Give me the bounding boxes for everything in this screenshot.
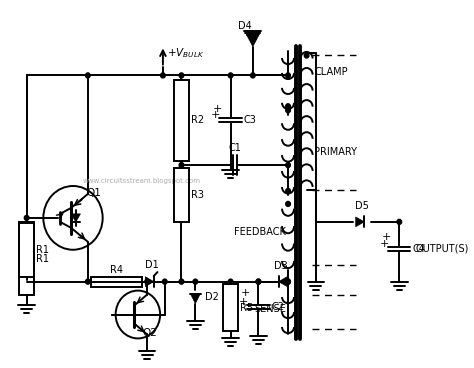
Text: CLAMP: CLAMP [314, 67, 347, 77]
Text: R1: R1 [36, 254, 49, 264]
Text: C4: C4 [412, 244, 425, 254]
Circle shape [286, 104, 291, 109]
Polygon shape [246, 33, 260, 46]
Text: FEEDBACK: FEEDBACK [234, 227, 286, 237]
Circle shape [179, 279, 184, 284]
Circle shape [85, 279, 90, 284]
Polygon shape [279, 277, 287, 287]
Polygon shape [71, 214, 81, 222]
Circle shape [286, 201, 291, 206]
Circle shape [256, 279, 261, 284]
Text: Q1: Q1 [86, 188, 101, 198]
Bar [223, 284, 238, 331]
Circle shape [286, 188, 291, 194]
Bar [91, 277, 142, 287]
Text: +: + [239, 297, 248, 307]
Text: +: + [382, 232, 391, 242]
Text: C1: C1 [228, 143, 241, 153]
Text: OUTPUT(S): OUTPUT(S) [416, 244, 469, 254]
Text: +: + [213, 104, 222, 114]
Text: D5: D5 [356, 201, 369, 211]
Text: C2: C2 [272, 301, 284, 312]
Circle shape [228, 73, 233, 78]
Text: $+V_{BULK}$: $+V_{BULK}$ [167, 47, 204, 60]
Bar [19, 223, 34, 277]
Circle shape [286, 163, 291, 167]
Text: +: + [211, 110, 220, 120]
Circle shape [397, 219, 401, 224]
Text: D3: D3 [274, 261, 288, 271]
Circle shape [286, 279, 291, 284]
Circle shape [179, 163, 184, 167]
Text: R4: R4 [109, 265, 123, 275]
Circle shape [286, 73, 291, 78]
Text: +: + [241, 287, 250, 298]
Circle shape [251, 73, 255, 78]
Circle shape [161, 73, 165, 78]
Text: D2: D2 [205, 291, 219, 301]
Text: R2: R2 [191, 115, 204, 125]
Circle shape [304, 53, 309, 58]
Circle shape [24, 215, 29, 220]
Text: www.circuitsstream.blogspot.com: www.circuitsstream.blogspot.com [82, 178, 201, 184]
Polygon shape [356, 217, 364, 227]
Circle shape [179, 73, 184, 78]
Text: Q2: Q2 [143, 328, 157, 339]
Circle shape [228, 279, 233, 284]
Bar [19, 222, 34, 296]
Circle shape [256, 279, 261, 284]
Text: D1: D1 [145, 260, 159, 270]
Text: PRIMARY: PRIMARY [314, 147, 357, 157]
Circle shape [286, 279, 291, 284]
Text: C3: C3 [244, 115, 256, 125]
Bar [174, 80, 189, 160]
Circle shape [163, 279, 167, 284]
Text: SENSE: SENSE [255, 304, 286, 314]
Text: +: + [380, 239, 389, 249]
Text: R3: R3 [191, 190, 204, 200]
Text: R1: R1 [36, 245, 49, 255]
Polygon shape [146, 277, 154, 287]
Text: R5: R5 [240, 302, 253, 312]
Circle shape [85, 73, 90, 78]
Bar [174, 168, 189, 222]
Text: D4: D4 [238, 21, 252, 31]
Polygon shape [191, 294, 200, 304]
Circle shape [286, 108, 291, 113]
Circle shape [145, 279, 149, 284]
Circle shape [193, 279, 198, 284]
